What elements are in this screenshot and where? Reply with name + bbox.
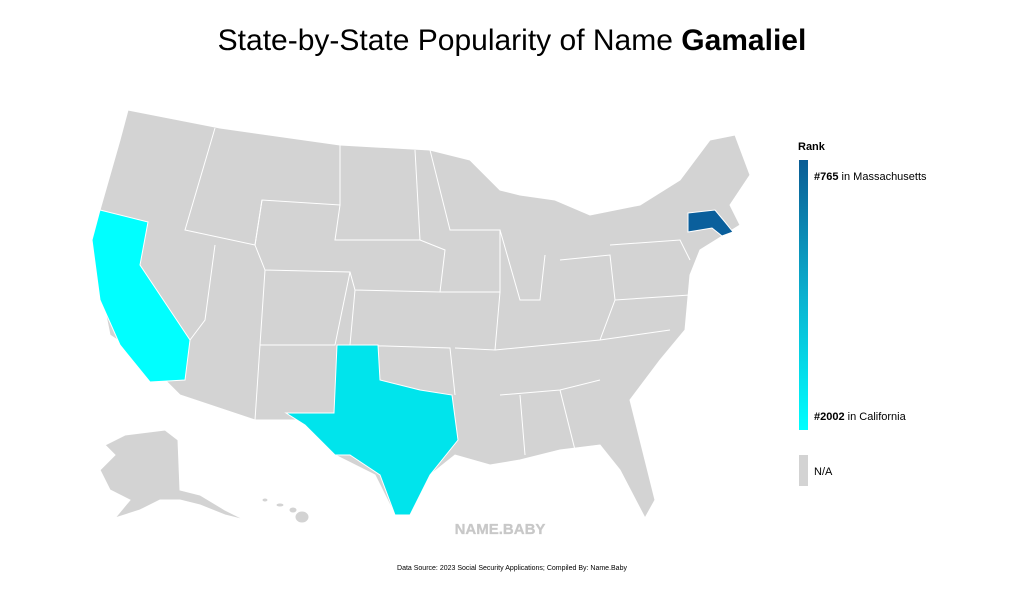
legend-top: #765 in Massachusetts [814, 171, 927, 183]
legend-na: N/A [814, 466, 833, 478]
legend-na-swatch [799, 455, 808, 486]
source: Data Source: 2023 Social Security Applic… [397, 565, 627, 572]
legend-top-state: in Massachusetts [842, 171, 927, 183]
legend-bottom: #2002 in California [814, 411, 907, 423]
state-alaska [99, 429, 246, 521]
title-name: Gamaliel [681, 24, 806, 57]
watermark: NAME.BABY [455, 521, 546, 538]
legend-top-rank: #765 [814, 171, 838, 183]
legend-bottom-state: in California [848, 411, 907, 423]
us-mainland [94, 109, 751, 520]
legend: Rank #765 in Massachusetts #2002 in Cali… [798, 141, 927, 486]
state-borders [184, 127, 691, 456]
legend-title: Rank [798, 141, 826, 153]
title: State-by-State Popularity of Name Gamali… [218, 24, 807, 57]
state-hawaii [261, 497, 310, 524]
state-california [91, 209, 191, 383]
state-massachusetts [687, 209, 734, 237]
title-prefix: State-by-State Popularity of Name [218, 24, 673, 57]
map [91, 109, 751, 524]
legend-gradient [799, 160, 808, 430]
legend-bottom-rank: #2002 [814, 411, 845, 423]
state-texas [284, 344, 459, 516]
